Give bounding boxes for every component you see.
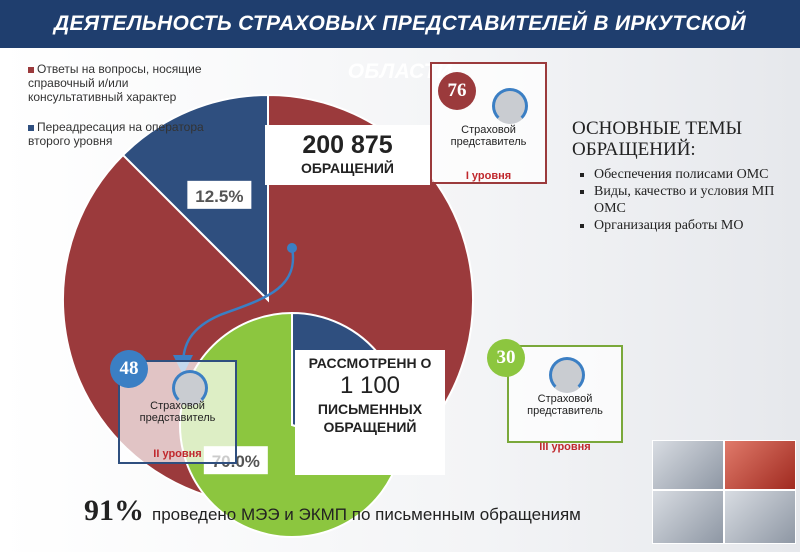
- headset-icon: [172, 370, 208, 406]
- level-card: 76 Страховой представитель I уровня: [430, 62, 547, 184]
- callout-line: РАССМОТРЕНН О: [308, 355, 432, 371]
- level-count: 76: [438, 72, 476, 110]
- headset-icon: [492, 88, 528, 124]
- level-role: Страховой представитель: [450, 124, 527, 148]
- arrow: [173, 247, 295, 375]
- arrow-start: [287, 243, 297, 253]
- legend-item: Переадресация на оператора второго уровн…: [28, 120, 218, 148]
- level-role: Страховой представитель: [139, 400, 216, 424]
- topic-item: Обеспечения полисами ОМС: [594, 166, 787, 183]
- legend-label: Переадресация на оператора второго уровн…: [28, 120, 204, 148]
- callout-value: 1 100: [339, 372, 401, 399]
- level-name: I уровня: [465, 170, 512, 182]
- level-name: II уровня: [153, 448, 202, 460]
- footer-value: 91%: [84, 494, 144, 527]
- footer: 91% проведено МЭЭ и ЭКМП по письменным о…: [84, 494, 581, 528]
- level-role: Страховой представитель: [527, 393, 603, 417]
- photo: [724, 440, 796, 490]
- topics: ОСНОВНЫЕ ТЕМЫ ОБРАЩЕНИЙ: Обеспечения пол…: [572, 118, 787, 234]
- topic-item: Виды, качество и условия МП ОМС: [594, 183, 787, 217]
- photo: [724, 490, 796, 544]
- photo: [652, 440, 724, 490]
- legend-label: Ответы на вопросы, носящие справочный и/…: [28, 62, 202, 104]
- slide-title: ДЕЯТЕЛЬНОСТЬ СТРАХОВЫХ ПРЕДСТАВИТЕЛЕЙ В …: [0, 0, 800, 83]
- value-label: 12.5%: [195, 187, 243, 206]
- photo: [652, 490, 724, 544]
- level-count: 30: [487, 339, 525, 377]
- level-name: III уровня: [539, 441, 591, 453]
- callout-value: 200 875: [302, 131, 393, 159]
- total-callout: 200 875 ОБРАЩЕНИЙ: [265, 125, 430, 185]
- written-callout: РАССМОТРЕНН О 1 100 ПИСЬМЕННЫХ ОБРАЩЕНИЙ: [295, 350, 445, 475]
- level-card: 30 Страховой представитель III уровня: [487, 339, 623, 453]
- level-card: 48 Страховой представитель II уровня: [110, 350, 237, 464]
- headset-icon: [549, 357, 585, 393]
- value-label-box: [187, 180, 252, 209]
- legend-item: Ответы на вопросы, носящие справочный и/…: [28, 62, 218, 104]
- level-count: 48: [110, 350, 148, 388]
- callout-label: ПИСЬМЕННЫХ ОБРАЩЕНИЙ: [317, 401, 423, 435]
- topic-list: Обеспечения полисами ОМСВиды, качество и…: [572, 166, 787, 234]
- topics-heading: ОСНОВНЫЕ ТЕМЫ ОБРАЩЕНИЙ:: [572, 118, 743, 160]
- callout-label: ОБРАЩЕНИЙ: [300, 160, 394, 176]
- topic-item: Организация работы МО: [594, 217, 787, 234]
- footer-text: проведено МЭЭ и ЭКМП по письменным обращ…: [152, 505, 581, 524]
